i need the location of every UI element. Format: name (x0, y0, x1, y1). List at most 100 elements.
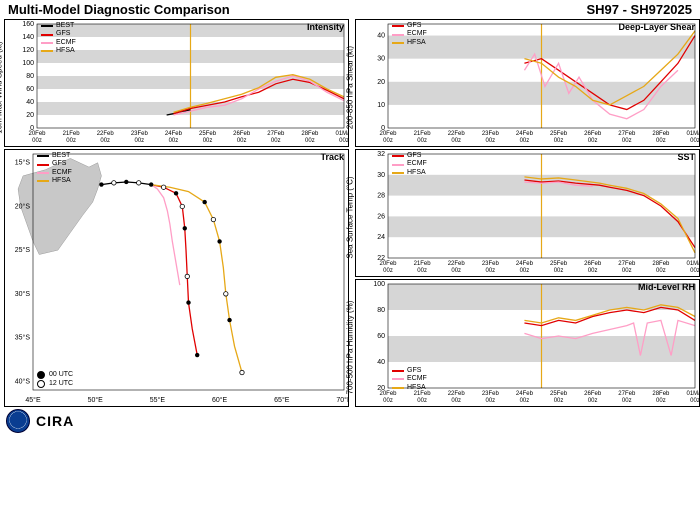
svg-text:00z: 00z (485, 138, 495, 144)
intensity-panel: 02040608010012014016020Feb00z21Feb00z22F… (4, 19, 349, 147)
svg-text:28Feb: 28Feb (652, 131, 670, 137)
org-label: CIRA (36, 413, 74, 429)
svg-text:25Feb: 25Feb (550, 261, 568, 267)
svg-text:20: 20 (26, 112, 34, 119)
svg-text:00z: 00z (554, 268, 564, 274)
svg-text:00z: 00z (417, 138, 427, 144)
svg-text:00z: 00z (451, 268, 461, 274)
svg-text:80: 80 (377, 307, 385, 314)
svg-text:26Feb: 26Feb (233, 131, 251, 137)
svg-text:20Feb: 20Feb (28, 131, 46, 137)
svg-text:00z: 00z (237, 138, 247, 144)
svg-text:30: 30 (377, 56, 385, 63)
svg-text:00z: 00z (656, 138, 666, 144)
svg-text:00z: 00z (100, 138, 110, 144)
svg-text:25Feb: 25Feb (550, 131, 568, 137)
svg-text:23Feb: 23Feb (482, 391, 500, 397)
svg-text:27Feb: 27Feb (618, 261, 636, 267)
svg-text:00z: 00z (305, 138, 315, 144)
svg-text:01Mar: 01Mar (686, 261, 699, 267)
svg-text:40°S: 40°S (15, 377, 31, 385)
svg-text:28Feb: 28Feb (301, 131, 319, 137)
svg-text:24Feb: 24Feb (516, 261, 534, 267)
svg-text:22Feb: 22Feb (448, 131, 466, 137)
svg-text:00z: 00z (622, 138, 632, 144)
svg-text:00z: 00z (520, 138, 530, 144)
svg-text:45°E: 45°E (25, 396, 41, 404)
svg-text:140: 140 (22, 34, 34, 41)
shear-panel: 01020304020Feb00z21Feb00z22Feb00z23Feb00… (355, 19, 700, 147)
svg-text:100: 100 (22, 60, 34, 67)
svg-text:00z: 00z (690, 268, 699, 274)
noaa-logo-icon (6, 409, 30, 433)
svg-text:24Feb: 24Feb (165, 131, 183, 137)
svg-text:20: 20 (377, 79, 385, 86)
svg-text:21Feb: 21Feb (63, 131, 81, 137)
svg-text:28Feb: 28Feb (652, 261, 670, 267)
svg-text:01Mar: 01Mar (686, 391, 699, 397)
sst-panel: 22242628303220Feb00z21Feb00z22Feb00z23Fe… (355, 149, 700, 277)
svg-text:20Feb: 20Feb (379, 261, 397, 267)
svg-text:25Feb: 25Feb (550, 391, 568, 397)
svg-text:60: 60 (26, 86, 34, 93)
svg-text:00z: 00z (520, 268, 530, 274)
svg-text:27Feb: 27Feb (618, 131, 636, 137)
svg-text:00z: 00z (520, 398, 530, 404)
svg-text:15°S: 15°S (15, 159, 31, 167)
svg-text:10: 10 (377, 102, 385, 109)
svg-text:01Mar: 01Mar (686, 131, 699, 137)
svg-text:00z: 00z (134, 138, 144, 144)
svg-text:22Feb: 22Feb (97, 131, 115, 137)
svg-text:80: 80 (26, 73, 34, 80)
svg-text:00z: 00z (32, 138, 42, 144)
svg-text:21Feb: 21Feb (414, 261, 432, 267)
svg-text:100: 100 (373, 281, 385, 288)
svg-text:26Feb: 26Feb (584, 261, 602, 267)
svg-text:24Feb: 24Feb (516, 131, 534, 137)
svg-text:00z: 00z (169, 138, 179, 144)
svg-text:40: 40 (26, 99, 34, 106)
svg-text:26Feb: 26Feb (584, 391, 602, 397)
svg-text:21Feb: 21Feb (414, 131, 432, 137)
svg-text:24Feb: 24Feb (516, 391, 534, 397)
svg-text:27Feb: 27Feb (267, 131, 285, 137)
svg-text:00z: 00z (451, 398, 461, 404)
svg-text:23Feb: 23Feb (482, 261, 500, 267)
svg-text:00z: 00z (622, 268, 632, 274)
svg-text:20Feb: 20Feb (379, 131, 397, 137)
svg-text:30: 30 (377, 172, 385, 179)
svg-text:40: 40 (377, 33, 385, 40)
svg-text:28Feb: 28Feb (652, 391, 670, 397)
svg-text:160: 160 (22, 21, 34, 28)
svg-text:40: 40 (377, 359, 385, 366)
svg-text:00z: 00z (588, 268, 598, 274)
svg-text:50°E: 50°E (88, 396, 104, 404)
svg-text:00z: 00z (271, 138, 281, 144)
svg-text:00z: 00z (656, 398, 666, 404)
svg-text:28: 28 (377, 193, 385, 200)
svg-text:00z: 00z (554, 398, 564, 404)
svg-text:00z: 00z (451, 138, 461, 144)
svg-text:00z: 00z (417, 398, 427, 404)
svg-text:24: 24 (377, 234, 385, 241)
svg-text:00z: 00z (690, 398, 699, 404)
svg-text:00z: 00z (656, 268, 666, 274)
svg-text:00z: 00z (383, 268, 393, 274)
svg-text:35°S: 35°S (15, 334, 31, 342)
svg-text:22Feb: 22Feb (448, 261, 466, 267)
svg-text:32: 32 (377, 151, 385, 158)
svg-text:00z: 00z (203, 138, 213, 144)
svg-text:55°E: 55°E (150, 396, 166, 404)
svg-text:25Feb: 25Feb (199, 131, 217, 137)
svg-text:120: 120 (22, 47, 34, 54)
svg-text:00z: 00z (383, 398, 393, 404)
storm-id: SH97 - SH972025 (586, 2, 692, 17)
svg-text:22Feb: 22Feb (448, 391, 466, 397)
svg-text:00z: 00z (588, 138, 598, 144)
track-panel: 45°E50°E55°E60°E65°E70°E15°S20°S25°S30°S… (4, 149, 349, 407)
svg-text:65°E: 65°E (274, 396, 290, 404)
svg-text:00z: 00z (554, 138, 564, 144)
svg-text:23Feb: 23Feb (131, 131, 149, 137)
svg-text:00z: 00z (588, 398, 598, 404)
svg-text:00z: 00z (383, 138, 393, 144)
